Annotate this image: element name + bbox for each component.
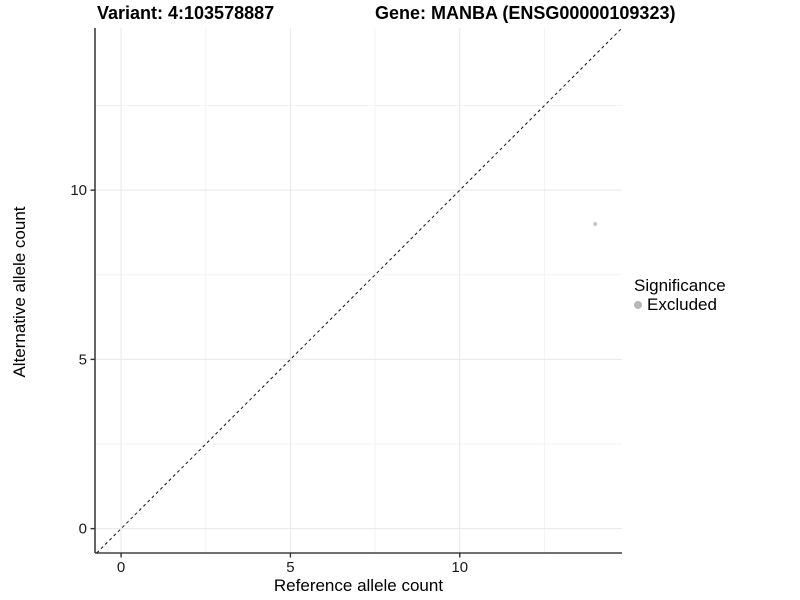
y-tick-label: 10	[70, 182, 87, 199]
data-point	[593, 221, 598, 226]
y-axis-title: Alternative allele count	[10, 206, 29, 378]
identity-dashed-line	[96, 27, 623, 554]
x-tick-label: 10	[451, 559, 468, 576]
gene-title: Gene: MANBA (ENSG00000109323)	[375, 3, 676, 23]
x-axis-title: Reference allele count	[273, 576, 444, 595]
legend: Significance Excluded	[634, 276, 726, 314]
x-tick-label: 5	[286, 559, 294, 576]
legend-item-excluded: Excluded	[634, 295, 726, 314]
y-tick-label: 0	[79, 521, 87, 538]
variant-title: Variant: 4:103578887	[97, 3, 275, 23]
x-tick-label: 0	[117, 559, 125, 576]
y-tick-label: 5	[79, 351, 87, 368]
legend-title: Significance	[634, 276, 726, 295]
legend-point-icon	[634, 300, 642, 309]
legend-item-label: Excluded	[647, 295, 717, 314]
